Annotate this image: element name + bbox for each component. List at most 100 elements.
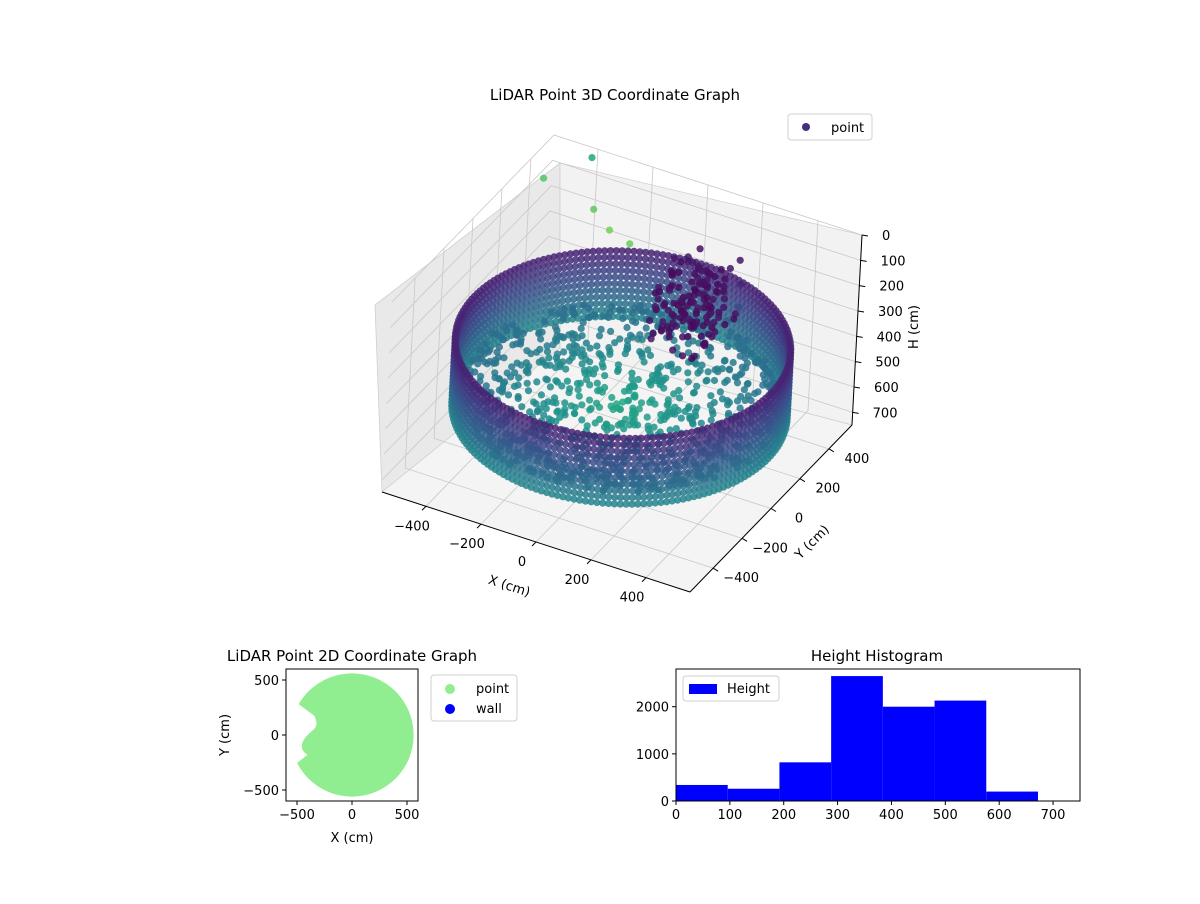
- point-3d: [611, 339, 619, 347]
- point-3d: [646, 486, 654, 494]
- point-3d: [558, 297, 567, 305]
- point-3d: [687, 448, 695, 456]
- point-3d: [706, 270, 714, 278]
- histogram-bars: [676, 676, 1038, 801]
- point-3d: [639, 294, 647, 303]
- point-3d: [641, 480, 649, 488]
- point-3d: [510, 436, 518, 444]
- point-3d: [549, 477, 557, 485]
- point-3d: [617, 266, 625, 275]
- point-3d: [611, 480, 620, 488]
- point-3d: [646, 317, 654, 325]
- point-3d: [551, 335, 560, 343]
- point-3d: [670, 390, 678, 398]
- point-3d: [560, 466, 568, 475]
- point-3d: [630, 254, 638, 262]
- point-3d: [582, 268, 590, 276]
- point-3d: [617, 487, 625, 495]
- point-3d: [588, 478, 596, 486]
- point-3d: [609, 405, 617, 414]
- point-3d: [725, 366, 734, 374]
- point-3d: [731, 373, 739, 381]
- point-3d: [554, 272, 563, 280]
- point-3d: [646, 282, 654, 290]
- point-3d: [720, 288, 728, 296]
- point-3d: [668, 292, 676, 300]
- point-3d: [654, 446, 662, 454]
- point-3d: [649, 434, 657, 442]
- point-3d: [605, 486, 613, 494]
- point-3d: [623, 260, 632, 268]
- point-3d: [698, 361, 706, 369]
- point-3d: [610, 293, 618, 301]
- point-3d: [626, 240, 634, 248]
- point-3d: [577, 476, 585, 484]
- point-3d: [589, 458, 597, 466]
- point-3d: [596, 433, 605, 441]
- point-3d: [587, 498, 595, 506]
- point-3d: [587, 287, 595, 295]
- x-axis-label-3d: X (cm): [486, 573, 532, 601]
- point-3d: [729, 358, 737, 367]
- point-3d: [631, 393, 639, 401]
- point-3d: [624, 336, 632, 345]
- point-3d: [660, 415, 668, 423]
- point-3d: [498, 388, 506, 396]
- point-3d: [593, 498, 601, 507]
- point-3d: [575, 392, 583, 400]
- legend-3d: point: [787, 113, 873, 141]
- point-3d: [583, 464, 591, 472]
- point-3d: [703, 300, 711, 308]
- point-3d: [571, 482, 579, 490]
- x-tick-label-3d: −400: [394, 519, 430, 534]
- point-3d: [555, 465, 563, 473]
- chart-3d: LiDAR Point 3D Coordinate Graph −400 −200…: [374, 86, 922, 606]
- point-3d: [681, 407, 689, 416]
- point-3d: [721, 275, 729, 283]
- point-3d: [565, 487, 573, 495]
- point-3d: [629, 274, 637, 282]
- point-3d: [581, 287, 589, 295]
- point-3d: [595, 332, 604, 340]
- point-3d: [578, 401, 586, 409]
- point-3d: [751, 389, 759, 398]
- point-3d: [570, 310, 578, 319]
- point-3d: [573, 429, 582, 437]
- point-3d: [568, 428, 576, 436]
- point-3d: [593, 286, 601, 295]
- point-3d: [564, 494, 573, 502]
- point-3d: [577, 324, 585, 332]
- point-3d: [650, 423, 658, 431]
- point-3d: [618, 474, 626, 482]
- point-3d: [669, 269, 677, 277]
- point-3d: [634, 274, 643, 282]
- point-3d: [653, 459, 661, 468]
- point-3d: [644, 346, 652, 354]
- point-3d: [743, 380, 751, 388]
- point-3d: [642, 324, 650, 332]
- point-3d: [554, 478, 562, 486]
- point-3d: [562, 433, 570, 442]
- point-3d: [647, 467, 655, 475]
- point-3d: [567, 441, 575, 449]
- point-3d: [658, 270, 666, 279]
- point-3d: [509, 449, 518, 457]
- point-3d: [598, 306, 606, 314]
- point-3d: [599, 499, 607, 507]
- point-3d: [588, 260, 597, 269]
- point-3d: [561, 399, 569, 407]
- point-3d: [578, 450, 586, 458]
- point-3d: [736, 344, 744, 353]
- point-3d: [677, 430, 685, 438]
- legend-histogram-swatch: [689, 684, 717, 694]
- point-3d: [669, 368, 678, 376]
- point-3d: [606, 260, 614, 268]
- point-3d: [566, 461, 574, 469]
- point-3d: [588, 274, 596, 282]
- point-3d: [659, 465, 667, 474]
- point-3d: [571, 275, 579, 283]
- point-3d: [582, 477, 591, 485]
- point-3d: [560, 348, 568, 356]
- point-3d: [565, 283, 573, 291]
- legend-2d-label-wall: wall: [476, 702, 502, 717]
